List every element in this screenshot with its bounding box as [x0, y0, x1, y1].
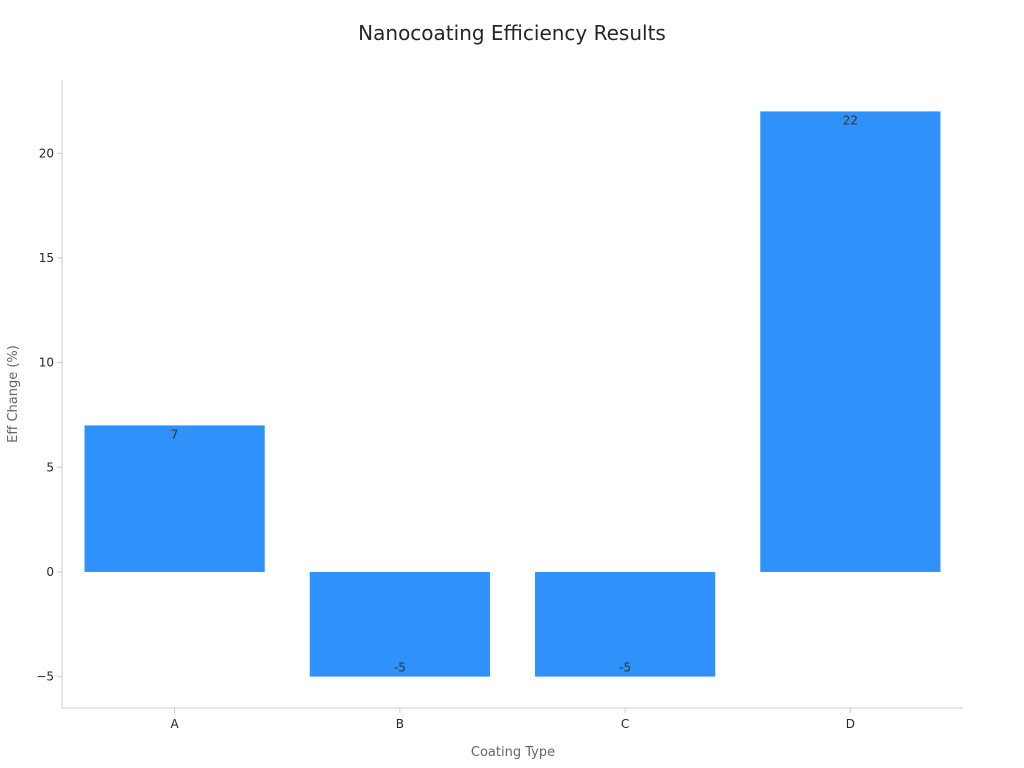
x-tick-label-d: D [846, 717, 855, 731]
plot-area: 7 -5 -5 22 −5 0 5 10 15 20 A B C D [36, 80, 963, 731]
y-tick-label: 15 [39, 251, 54, 265]
x-axis-ticks: A B C D [171, 708, 855, 731]
x-axis-title: Coating Type [471, 745, 555, 760]
x-tick-label-b: B [396, 717, 404, 731]
y-tick-label: 5 [46, 460, 54, 474]
y-axis-title: Eff Change (%) [6, 345, 21, 443]
x-tick-label-a: A [171, 717, 180, 731]
data-label-a: 7 [171, 427, 179, 441]
y-tick-label: 0 [46, 565, 54, 579]
y-tick-label: 10 [39, 356, 54, 370]
y-tick-label: −5 [36, 670, 54, 684]
data-label-d: 22 [843, 113, 858, 127]
bar-c [535, 571, 716, 677]
data-labels-group: 7 -5 -5 22 [171, 113, 858, 674]
bar-d [760, 111, 941, 572]
data-label-b: -5 [394, 661, 406, 675]
x-tick-label-c: C [621, 717, 629, 731]
bars-group [84, 111, 941, 677]
bar-a [84, 425, 265, 572]
y-axis-ticks: −5 0 5 10 15 20 [36, 146, 62, 684]
chart-title: Nanocoating Efficiency Results [358, 21, 666, 45]
data-label-c: -5 [619, 661, 631, 675]
y-tick-label: 20 [39, 146, 54, 160]
bar-b [309, 571, 490, 677]
